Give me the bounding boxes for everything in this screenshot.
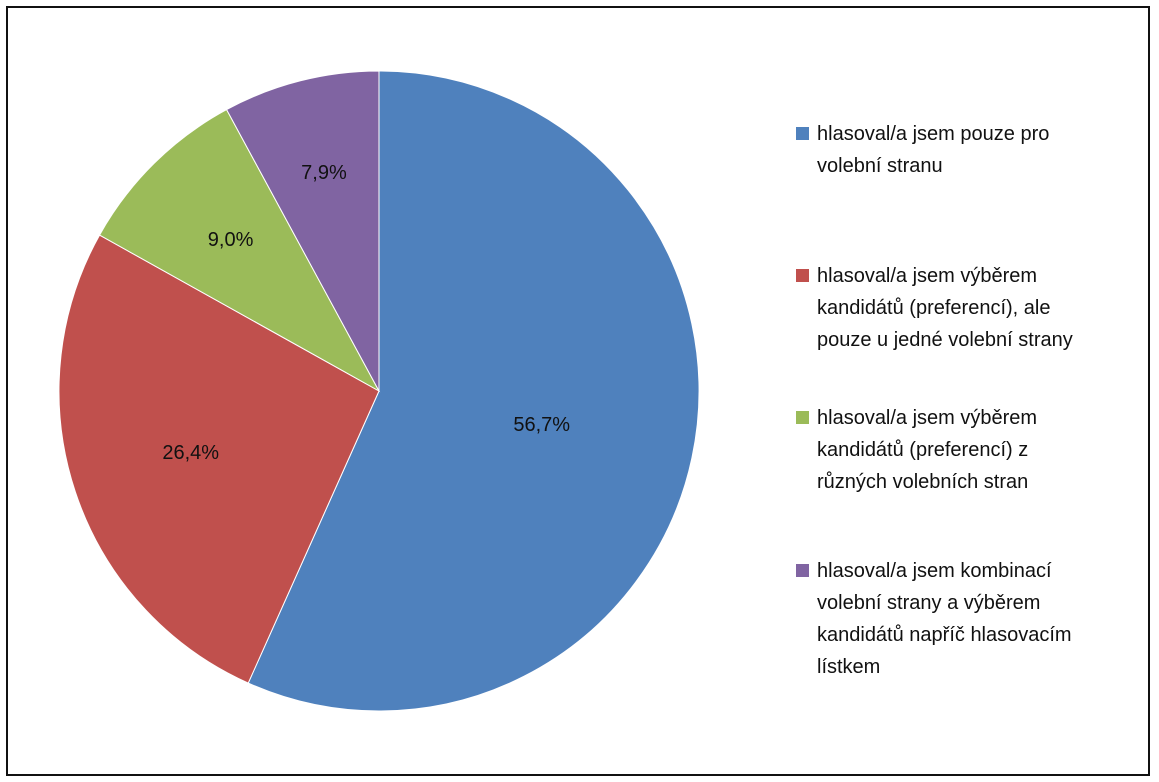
slice-multi-party-preferences (98, 108, 381, 393)
legend-swatch (796, 269, 809, 282)
legend-item-party-only: hlasoval/a jsem pouze pro volební stranu (796, 118, 1146, 182)
legend-swatch (796, 411, 809, 424)
slice-combination (225, 70, 380, 392)
legend-label: hlasoval/a jsem výběrem kandidátů (prefe… (817, 265, 1073, 351)
legend-label: hlasoval/a jsem kombinací volební strany… (817, 560, 1072, 678)
slice-data-label: 9,0% (208, 229, 254, 251)
legend-item-combination: hlasoval/a jsem kombinací volební strany… (796, 555, 1146, 683)
legend-item-one-party-preferences: hlasoval/a jsem výběrem kandidátů (prefe… (796, 260, 1146, 356)
legend-label: hlasoval/a jsem pouze pro volební stranu (817, 123, 1050, 177)
legend-swatch (796, 127, 809, 140)
slice-data-label: 56,7% (513, 414, 570, 436)
slice-one-party-preferences (58, 234, 380, 684)
legend-label: hlasoval/a jsem výběrem kandidátů (prefe… (817, 407, 1038, 493)
legend-swatch (796, 564, 809, 577)
slice-party-only (247, 70, 700, 712)
legend-item-multi-party-preferences: hlasoval/a jsem výběrem kandidátů (prefe… (796, 402, 1146, 498)
slice-data-label: 26,4% (162, 442, 219, 464)
slice-data-label: 7,9% (301, 162, 347, 184)
